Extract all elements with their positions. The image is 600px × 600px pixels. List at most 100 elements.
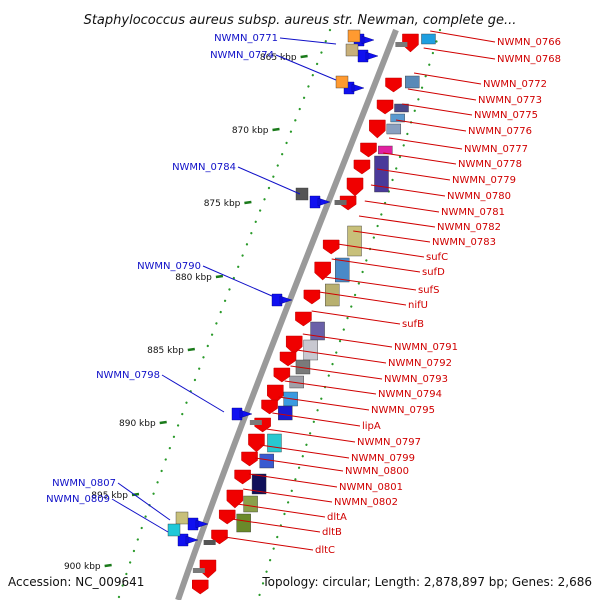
reverse-gene-label[interactable]: NWMN_0775 — [474, 110, 538, 121]
reverse-gene-arrow — [353, 159, 371, 175]
reverse-leader — [318, 291, 407, 306]
reverse-gene-label[interactable]: NWMN_0777 — [464, 144, 528, 155]
reverse-gene-arrow — [267, 384, 284, 404]
reverse-leader — [324, 276, 417, 291]
reverse-gene-label[interactable]: NWMN_0779 — [452, 175, 516, 186]
kbp-label: 875 kbp — [204, 199, 241, 209]
reverse-leader — [337, 243, 425, 258]
feature-block — [278, 405, 293, 421]
reverse-gene-label[interactable]: NWMN_0768 — [497, 54, 561, 65]
reverse-gene-arrow — [385, 77, 402, 93]
reverse-gene-label[interactable]: NWMN_0781 — [441, 207, 505, 218]
reverse-gene-label[interactable]: dltA — [327, 512, 347, 523]
reverse-leader — [278, 396, 370, 411]
reverse-gene-label[interactable]: NWMN_0782 — [437, 222, 501, 233]
reverse-leader — [224, 536, 314, 551]
forward-gene-arrow — [343, 81, 365, 95]
reverse-leader — [231, 518, 321, 533]
forward-leader — [117, 482, 171, 521]
forward-gene-arrow — [309, 195, 331, 209]
kbp-label: 870 kbp — [232, 126, 269, 136]
reverse-leader — [383, 152, 457, 165]
reverse-gene-arrow — [346, 177, 364, 197]
reverse-gene-arrow — [248, 433, 265, 453]
reverse-gene-label[interactable]: dltB — [322, 527, 342, 538]
reverse-gene-label[interactable]: NWMN_0772 — [483, 79, 547, 90]
forward-gene-arrow — [271, 293, 293, 307]
reverse-gene-label[interactable]: NWMN_0778 — [458, 159, 522, 170]
reverse-gene-label[interactable]: NWMN_0792 — [388, 358, 452, 369]
feature-block — [251, 473, 267, 495]
outer-feature-block — [175, 511, 189, 525]
reverse-gene-label[interactable]: NWMN_0795 — [371, 405, 435, 416]
forward-gene-label[interactable]: NWMN_0771 — [214, 33, 278, 44]
feature-block — [347, 225, 362, 257]
topology-text: Topology: circular; Length: 2,878,897 bp… — [261, 575, 592, 589]
forward-leader — [161, 374, 225, 413]
reverse-leader — [311, 310, 401, 325]
reverse-leader — [370, 184, 446, 197]
reverse-gene-label[interactable]: NWMN_0780 — [447, 191, 511, 202]
gene-labels: NWMN_0771 NWMN_0774 NWMN_0784 NWMN_0790 NWMN… — [46, 33, 561, 556]
reverse-leader — [423, 47, 496, 60]
feature-block — [386, 123, 402, 135]
reverse-leader — [364, 200, 440, 213]
reverse-gene-label[interactable]: NWMN_0793 — [384, 374, 448, 385]
kbp-tick — [272, 127, 280, 132]
reverse-gene-label[interactable]: NWMN_0791 — [394, 342, 458, 353]
reverse-leader — [402, 103, 473, 116]
forward-gene-label[interactable]: NWMN_0784 — [172, 162, 236, 173]
reverse-gene-arrow — [303, 289, 321, 305]
reverse-gene-arrow — [234, 469, 251, 485]
reverse-gene-label[interactable]: nifU — [408, 300, 428, 311]
label-leaders — [111, 30, 496, 551]
reverse-gene-arrow — [218, 509, 236, 525]
feature-block — [303, 339, 318, 361]
reverse-gene-label[interactable]: sufB — [402, 319, 424, 330]
reverse-gene-label[interactable]: NWMN_0794 — [378, 389, 442, 400]
reverse-gene-label[interactable]: NWMN_0801 — [339, 482, 403, 493]
reverse-gene-arrow — [295, 311, 312, 327]
reverse-gene-label[interactable]: sufD — [422, 267, 445, 278]
reverse-gene-arrow — [241, 451, 258, 467]
reverse-gene-label[interactable]: NWMN_0797 — [357, 437, 421, 448]
reverse-gene-arrow — [376, 99, 394, 115]
reverse-gene-label[interactable]: NWMN_0800 — [345, 466, 409, 477]
feature-block — [405, 75, 420, 89]
reverse-leader — [290, 365, 383, 380]
map-title: Staphylococcus aureus subsp. aureus str.… — [84, 13, 517, 28]
reverse-gene-arrow — [279, 351, 297, 367]
outer-feature-block — [335, 75, 349, 89]
reverse-gene-label[interactable]: dltC — [315, 545, 335, 556]
kbp-tick — [300, 54, 308, 59]
feature-block — [390, 113, 405, 123]
feature-block — [378, 145, 393, 155]
kbp-label: 900 kbp — [64, 562, 101, 572]
forward-leader — [275, 54, 337, 81]
reverse-gene-label[interactable]: NWMN_0802 — [334, 497, 398, 508]
forward-gene-label[interactable]: NWMN_0798 — [96, 370, 160, 381]
forward-gene-label[interactable]: NWMN_0790 — [137, 261, 201, 272]
reverse-gene-label[interactable]: sufS — [418, 285, 439, 296]
reverse-gene-label[interactable]: NWMN_0776 — [468, 126, 532, 137]
forward-gene-label[interactable]: NWMN_0774 — [210, 50, 274, 61]
forward-leader — [237, 166, 301, 195]
kbp-tick — [244, 200, 252, 205]
reverse-gene-label[interactable]: NWMN_0783 — [432, 237, 496, 248]
forward-gene-arrow — [357, 49, 379, 63]
reverse-gene-arrow — [273, 367, 291, 383]
reverse-gene-label[interactable]: NWMN_0766 — [497, 37, 561, 48]
reverse-leader — [377, 168, 451, 181]
reverse-gene-arrow — [285, 335, 303, 355]
kbp-tick — [159, 420, 167, 425]
reverse-gene-label[interactable]: NWMN_0773 — [478, 95, 542, 106]
reverse-gene-arrow — [226, 489, 244, 509]
reverse-gene-arrow — [261, 399, 278, 415]
marker-block — [249, 420, 262, 425]
forward-gene-label[interactable]: NWMN_0809 — [46, 494, 110, 505]
marker-block — [334, 200, 347, 205]
forward-gene-label[interactable]: NWMN_0807 — [52, 478, 116, 489]
reverse-gene-label[interactable]: NWMN_0799 — [351, 453, 415, 464]
reverse-gene-label[interactable]: sufC — [426, 252, 448, 263]
reverse-gene-label[interactable]: lipA — [362, 421, 381, 432]
